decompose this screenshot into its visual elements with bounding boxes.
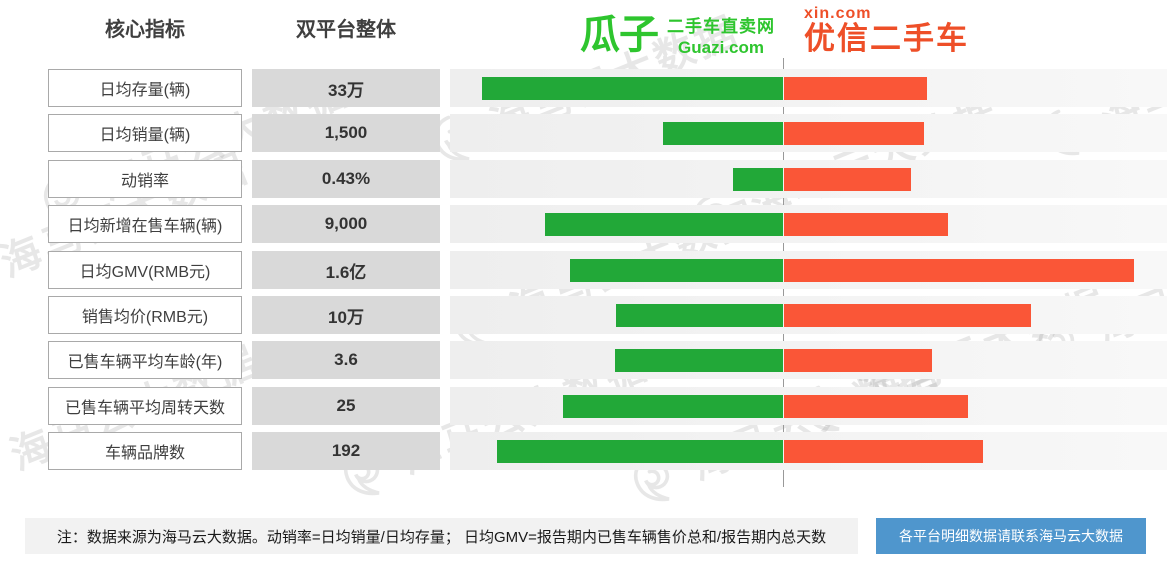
metric-label-box: 日均存量(辆) (48, 69, 242, 107)
bar-track (450, 387, 1167, 425)
youxin-bar (784, 440, 983, 463)
youxin-bar (784, 349, 932, 372)
bar-track (450, 432, 1167, 470)
overall-value-cell: 192 (252, 432, 440, 470)
bar-track (450, 69, 1167, 107)
metric-label-box: 动销率 (48, 160, 242, 198)
youxin-bar (784, 213, 948, 236)
metric-label-box: 日均新增在售车辆(辆) (48, 205, 242, 243)
guazi-tagline: 二手车直卖网 (667, 17, 775, 36)
youxin-bar (784, 304, 1031, 327)
metric-label-box: 已售车辆平均车龄(年) (48, 341, 242, 379)
overall-value-cell: 1,500 (252, 114, 440, 152)
guazi-bar (545, 213, 783, 236)
youxin-bar (784, 259, 1134, 282)
bar-track (450, 205, 1167, 243)
overall-value-cell: 25 (252, 387, 440, 425)
metric-label-box: 车辆品牌数 (48, 432, 242, 470)
guazi-wordmark: 瓜子 (580, 13, 659, 57)
metric-label-box: 日均销量(辆) (48, 114, 242, 152)
guazi-domain: Guazi.com (678, 38, 764, 57)
guazi-bar (482, 77, 783, 100)
overall-value-cell: 3.6 (252, 341, 440, 379)
metric-label-box: 已售车辆平均周转天数 (48, 387, 242, 425)
seahorse-spiral-icon (0, 240, 2, 310)
bar-track (450, 341, 1167, 379)
overall-value-cell: 33万 (252, 69, 440, 107)
bar-track (450, 251, 1167, 289)
guazi-bar (570, 259, 783, 282)
contact-details-button[interactable]: 各平台明细数据请联系海马云大数据 (876, 518, 1146, 554)
overall-value-cell: 1.6亿 (252, 251, 440, 289)
youxin-bar (784, 395, 968, 418)
guazi-bar (497, 440, 783, 463)
bar-track (450, 114, 1167, 152)
guazi-bar (663, 122, 783, 145)
guazi-bar (563, 395, 783, 418)
seahorse-spiral-icon (0, 433, 12, 503)
column-header-both-platforms: 双平台整体 (296, 19, 396, 41)
overall-value-cell: 10万 (252, 296, 440, 334)
metric-label-box: 日均GMV(RMB元) (48, 251, 242, 289)
youxin-bar (784, 122, 924, 145)
guazi-bar (615, 349, 783, 372)
guazi-bar (616, 304, 783, 327)
metric-label-box: 销售均价(RMB元) (48, 296, 242, 334)
youxin-logo: xin.com 优信二手车 (804, 5, 969, 55)
youxin-domain: xin.com (804, 5, 872, 22)
overall-value-cell: 9,000 (252, 205, 440, 243)
column-header-core-metrics: 核心指标 (105, 19, 185, 41)
bar-track (450, 160, 1167, 198)
youxin-wordmark: 优信二手车 (804, 21, 969, 56)
youxin-bar (784, 168, 911, 191)
overall-value-cell: 0.43% (252, 160, 440, 198)
guazi-tagline-block: 二手车直卖网 Guazi.com (667, 12, 775, 58)
youxin-bar (784, 77, 927, 100)
guazi-bar (733, 168, 783, 191)
bar-track (450, 296, 1167, 334)
guazi-logo: 瓜子 二手车直卖网 Guazi.com (580, 12, 775, 58)
source-note: 注：数据来源为海马云大数据。动销率=日均销量/日均存量； 日均GMV=报告期内已… (25, 518, 858, 554)
